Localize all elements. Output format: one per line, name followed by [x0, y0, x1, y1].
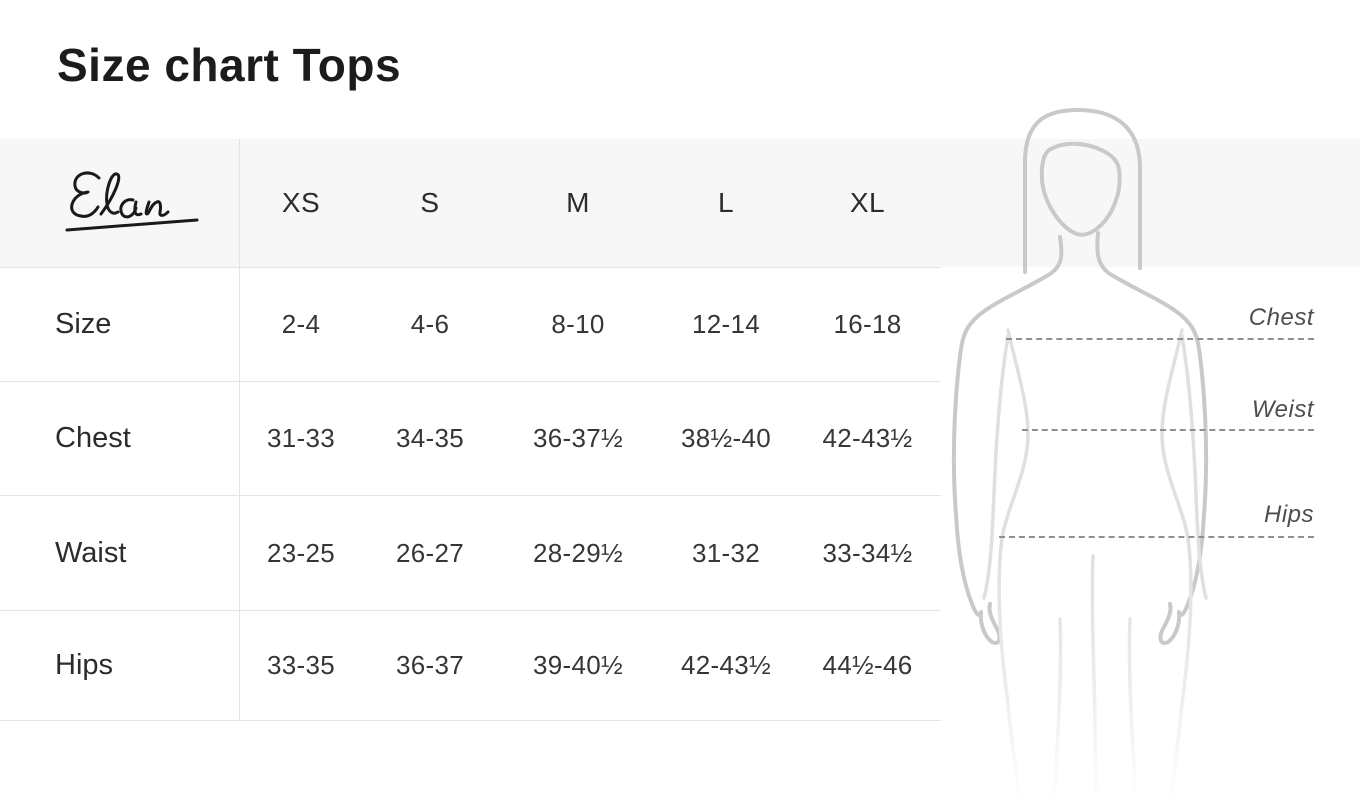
table-cell: 31-32 [658, 495, 794, 610]
chest-measure-label: Chest [1248, 304, 1314, 331]
table-cell: 36-37½ [498, 381, 658, 495]
table-cell: 33-34½ [794, 495, 941, 610]
table-cell: 12-14 [658, 267, 794, 381]
row-label-size: Size [0, 267, 240, 381]
table-cell: 42-43½ [794, 381, 941, 495]
figure-head-arms [951, 108, 1209, 645]
woman-outline-icon [951, 108, 1209, 804]
brand-logo-icon [65, 171, 199, 232]
table-cell: 44½-46 [794, 610, 941, 720]
row-label-chest: Chest [0, 381, 240, 495]
column-header-l: L [717, 187, 735, 218]
table-cell: 39-40½ [498, 610, 658, 720]
table-cell: 42-43½ [658, 610, 794, 720]
figure-legs [997, 536, 1193, 804]
hips-measure-label: Hips [1263, 501, 1314, 528]
table-cell: 28-29½ [498, 495, 658, 610]
brand-logo-cell [0, 139, 240, 267]
table-cell: 33-35 [240, 610, 362, 720]
column-header-m: M [566, 187, 590, 218]
hips-measure-line [999, 536, 1314, 538]
table-cell: 36-37 [362, 610, 498, 720]
body-figure-illustration [950, 104, 1240, 804]
column-header-xs: XS [281, 187, 321, 218]
table-cell: 31-33 [240, 381, 362, 495]
waist-measure-label: Weist [1251, 396, 1314, 423]
table-header-band [0, 139, 1360, 267]
waist-measure-line [1022, 429, 1314, 431]
table-cell: 23-25 [240, 495, 362, 610]
row-label-hips: Hips [0, 610, 240, 720]
table-cell: 2-4 [240, 267, 362, 381]
chest-measure-line [1006, 338, 1314, 340]
table-cell: 8-10 [498, 267, 658, 381]
column-header-s: S [420, 187, 440, 218]
figure-torso [982, 328, 1208, 600]
column-header-xl: XL [849, 187, 886, 218]
table-cell: 16-18 [794, 267, 941, 381]
row-label-waist: Waist [0, 495, 240, 610]
page-title: Size chart Tops [57, 39, 402, 91]
table-cell: 26-27 [362, 495, 498, 610]
table-cell: 34-35 [362, 381, 498, 495]
size-chart-table: XS S M L XL Size 2-4 4-6 8-10 12-14 16-1… [0, 139, 941, 721]
table-cell: 38½-40 [658, 381, 794, 495]
table-cell: 4-6 [362, 267, 498, 381]
